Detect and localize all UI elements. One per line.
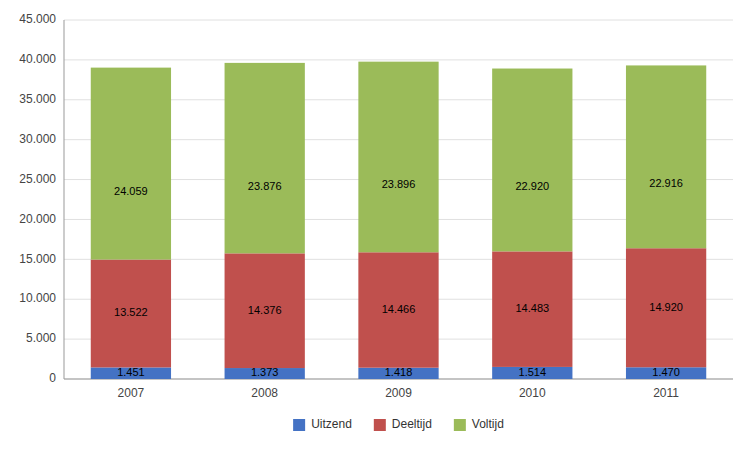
legend-swatch: [374, 419, 386, 431]
bar-segment: [492, 69, 572, 252]
y-axis: 0 5.000 10.000 15.000 20.000 25.000 30.000 35.0…: [19, 12, 56, 385]
bar-segment: [91, 68, 171, 260]
legend-label: Uitzend: [311, 417, 352, 431]
data-label: 14.920: [649, 301, 683, 313]
y-tick-label: 30.000: [19, 132, 56, 146]
y-tick-label: 45.000: [19, 12, 56, 26]
legend-item: Deeltijd: [374, 417, 432, 431]
y-axis-line: [64, 20, 65, 379]
data-label: 14.376: [248, 304, 282, 316]
x-tick-label: 2008: [251, 386, 278, 400]
bar-segment: [225, 63, 305, 253]
legend-label: Voltijd: [472, 417, 504, 431]
x-tick-label: 2007: [118, 386, 145, 400]
data-label: 23.876: [248, 180, 282, 192]
y-tick-label: 20.000: [19, 212, 56, 226]
data-label: 22.916: [649, 177, 683, 189]
x-tick-label: 2011: [653, 386, 679, 400]
y-tick-label: 15.000: [19, 252, 56, 266]
bar-segment: [225, 253, 305, 368]
data-label: 13.522: [114, 306, 148, 318]
legend-swatch: [293, 419, 305, 431]
legend-item: Uitzend: [293, 417, 352, 431]
bar-segment: [626, 248, 706, 367]
grid-line: [64, 20, 733, 21]
data-label: 14.466: [382, 303, 416, 315]
bar-segment: [358, 252, 438, 367]
legend-item: Voltijd: [454, 417, 504, 431]
legend: Uitzend Deeltijd Voltijd: [293, 417, 504, 431]
data-label: 1.514: [519, 366, 547, 378]
chart-container: 0 5.000 10.000 15.000 20.000 25.000 30.000 35.0…: [0, 0, 753, 451]
grid-line: [64, 59, 733, 60]
bar-segment: [358, 62, 438, 253]
x-axis: 2007 2008 2009 2010 2011: [118, 386, 680, 400]
bar-segment: [626, 65, 706, 248]
legend-swatch: [454, 419, 466, 431]
data-label: 22.920: [515, 180, 549, 192]
bar-segment: [91, 260, 171, 368]
data-label: 1.451: [117, 366, 145, 378]
y-tick-label: 5.000: [26, 331, 56, 345]
y-tick-label: 35.000: [19, 92, 56, 106]
data-label: 24.059: [114, 185, 148, 197]
data-label: 1.373: [251, 366, 279, 378]
y-tick-label: 25.000: [19, 172, 56, 186]
data-label: 1.470: [652, 366, 680, 378]
x-tick-label: 2010: [519, 386, 546, 400]
chart-svg: 0 5.000 10.000 15.000 20.000 25.000 30.000 35.0…: [0, 0, 753, 451]
data-label: 14.483: [515, 302, 549, 314]
y-tick-label: 10.000: [19, 291, 56, 305]
bars: [91, 62, 706, 379]
data-label: 23.896: [382, 178, 416, 190]
data-labels: 1.451 1.373 1.418 1.514 1.470 13.522 14.376 14.…: [114, 177, 683, 378]
x-tick-label: 2009: [385, 386, 412, 400]
legend-label: Deeltijd: [392, 417, 432, 431]
data-label: 1.418: [385, 366, 413, 378]
grid: [64, 20, 733, 379]
bar-segment: [492, 251, 572, 367]
y-tick-label: 40.000: [19, 52, 56, 66]
y-tick-label: 0: [49, 371, 56, 385]
